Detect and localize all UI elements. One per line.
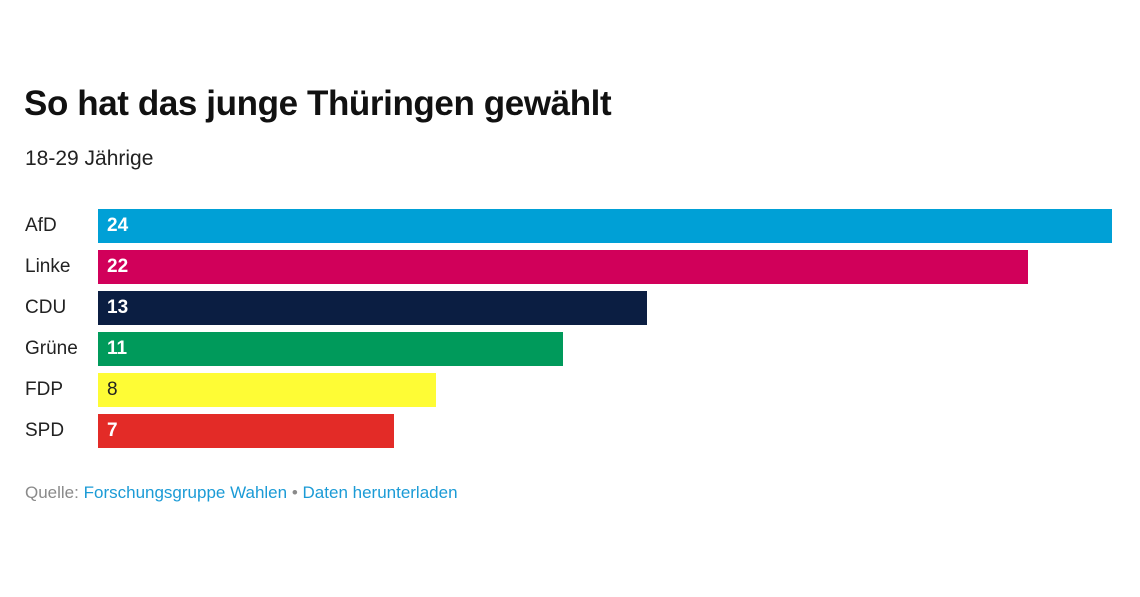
bar-row: CDU 13 [0, 291, 1140, 325]
bar: 7 [98, 414, 394, 448]
source-prefix: Quelle: [25, 483, 79, 502]
source-separator: • [291, 483, 298, 502]
bar-value-label: 7 [107, 420, 118, 441]
chart-title: So hat das junge Thüringen gewählt [24, 84, 612, 123]
bar: 13 [98, 291, 647, 325]
bar-row: SPD 7 [0, 414, 1140, 448]
bar-value-label: 11 [107, 338, 128, 359]
category-label: AfD [25, 215, 57, 236]
source-link[interactable]: Forschungsgruppe Wahlen [83, 483, 288, 502]
bar-value-label: 24 [107, 215, 129, 236]
bar-row: Grüne 11 [0, 332, 1140, 366]
bar: 24 [98, 209, 1112, 243]
bar-row: FDP 8 [0, 373, 1140, 407]
category-label: CDU [25, 297, 67, 318]
bar-value-label: 13 [107, 297, 129, 318]
bar-value-label: 22 [107, 256, 129, 277]
bar: 8 [98, 373, 436, 407]
source-line: Quelle: Forschungsgruppe Wahlen • Daten … [25, 483, 458, 503]
bar: 11 [98, 332, 563, 366]
category-label: SPD [25, 420, 65, 441]
category-label: Linke [25, 256, 71, 277]
bar: 22 [98, 250, 1028, 284]
bar-value-label: 8 [107, 379, 118, 400]
category-label: Grüne [25, 338, 78, 359]
download-data-link[interactable]: Daten herunterladen [302, 483, 458, 502]
chart-subtitle: 18-29 Jährige [25, 147, 154, 170]
category-label: FDP [25, 379, 63, 400]
bar-row: AfD 24 [0, 209, 1140, 243]
bar-row: Linke 22 [0, 250, 1140, 284]
